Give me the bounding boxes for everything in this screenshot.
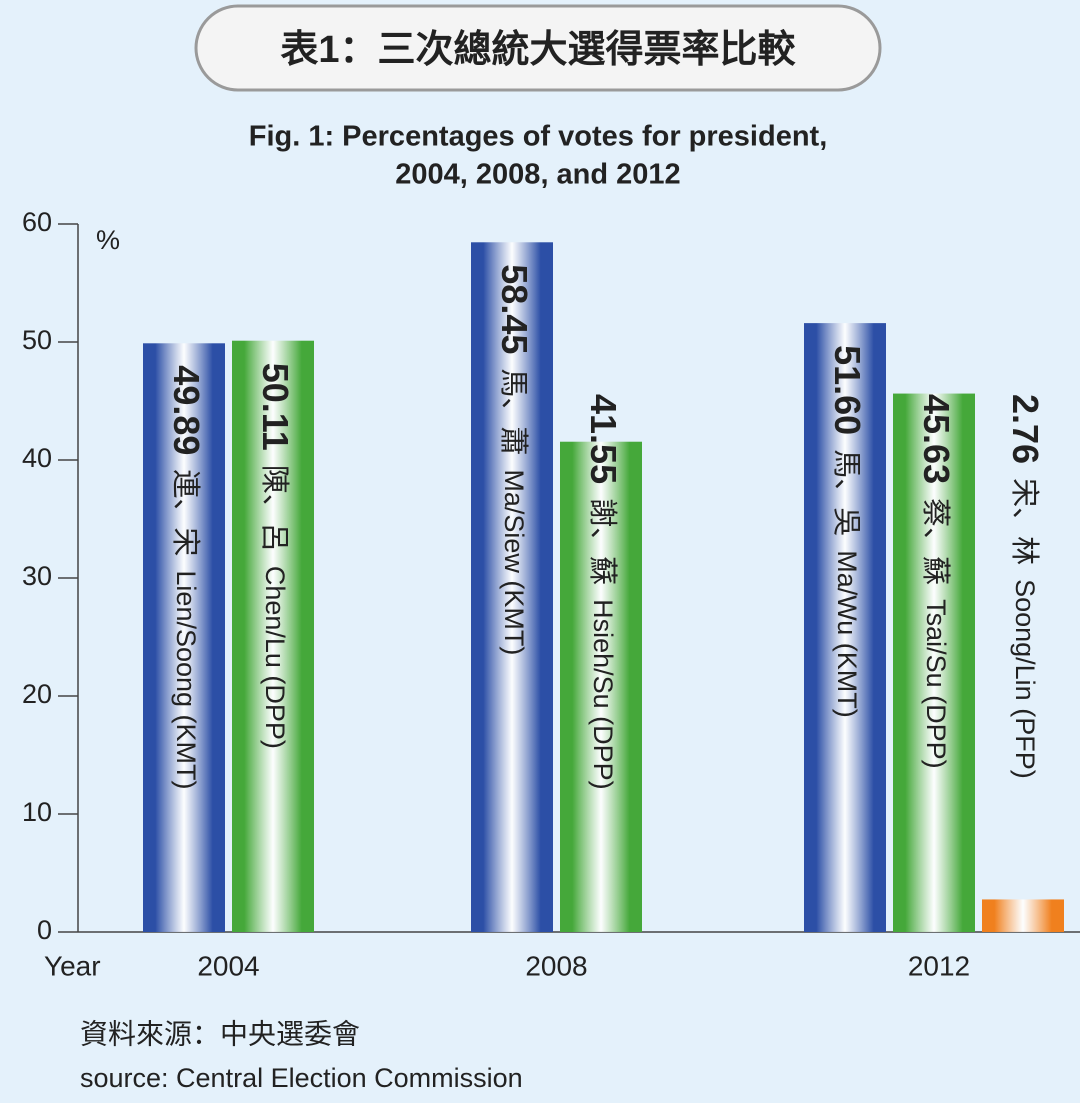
x-tick-label: 2012: [908, 950, 970, 981]
candidate-en: Ma/Wu (KMT): [832, 550, 862, 718]
candidate-zh: 陳、呂: [258, 465, 290, 552]
y-tick-label: 60: [22, 207, 52, 237]
chart-subtitle: Fig. 1: Percentages of votes for preside…: [249, 121, 828, 153]
candidate-en: Lien/Soong (KMT): [171, 570, 201, 789]
y-tick-label: 10: [22, 797, 52, 827]
x-tick-label: 2008: [525, 950, 587, 981]
bar-label: 2.76 宋、林 Soong/Lin (PFP): [1005, 394, 1046, 779]
candidate-en: Tsai/Su (DPP): [921, 599, 951, 769]
candidate-en: Soong/Lin (PFP): [1010, 579, 1040, 779]
value-label: 50.11: [255, 363, 296, 451]
bar: [893, 393, 975, 932]
x-label: Year: [44, 950, 101, 981]
candidate-en: Ma/Siew (KMT): [499, 469, 529, 655]
value-label: 51.60: [827, 345, 868, 435]
x-tick-label: 2004: [197, 950, 259, 981]
bar: [804, 323, 886, 932]
candidate-zh: 馬、吳: [830, 449, 862, 536]
value-label: 58.45: [494, 264, 535, 354]
candidate-en: Chen/Lu (DPP): [260, 566, 290, 749]
y-tick-label: 50: [22, 325, 52, 355]
bar-label: 51.60 馬、吳 Ma/Wu (KMT): [827, 345, 868, 718]
bar-label: 49.89 連、宋 Lien/Soong (KMT): [166, 365, 207, 789]
value-label: 2.76: [1005, 394, 1046, 464]
bar-label: 45.63 蔡、蘇 Tsai/Su (DPP): [916, 394, 957, 769]
bar: [560, 441, 642, 932]
bar-label: 50.11 陳、呂 Chen/Lu (DPP): [255, 363, 296, 749]
y-tick-label: 40: [22, 443, 52, 473]
candidate-zh: 蔡、蘇: [919, 498, 952, 585]
source: 資料來源：中央選委會: [80, 1018, 360, 1049]
value-label: 41.55: [583, 394, 624, 484]
candidate-zh: 馬、蕭: [497, 368, 530, 455]
y-tick-label: 0: [37, 915, 52, 945]
candidate-zh: 謝、蘇: [586, 498, 619, 585]
y-tick-label: 20: [22, 679, 52, 709]
candidate-zh: 連、宋: [169, 469, 202, 556]
title-badge: [194, 4, 882, 92]
bar-label: 58.45 馬、蕭 Ma/Siew (KMT): [494, 264, 535, 655]
candidate-zh: 宋、林: [1008, 478, 1041, 565]
y-tick-label: 30: [22, 561, 52, 591]
value-label: 49.89: [166, 365, 207, 455]
bar: [143, 343, 225, 933]
bar-label: 41.55 謝、蘇 Hsieh/Su (DPP): [583, 394, 624, 790]
bar: [232, 340, 314, 932]
chart-subtitle: 2004, 2008, and 2012: [395, 159, 680, 191]
chart-title: 表1：三次總統大選得票率比較: [280, 29, 796, 71]
bar: [982, 899, 1064, 932]
source: source: Central Election Commission: [80, 1063, 523, 1093]
y-unit: %: [96, 225, 120, 255]
candidate-en: Hsieh/Su (DPP): [588, 599, 618, 790]
value-label: 45.63: [916, 394, 957, 484]
bar: [471, 242, 553, 933]
